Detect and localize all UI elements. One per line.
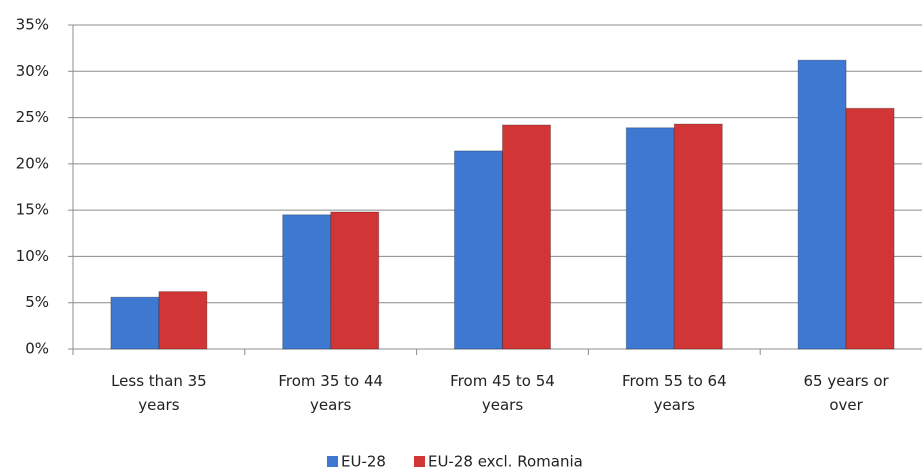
- x-tick-label-line: From 55 to 64: [622, 372, 727, 390]
- x-tick-label: Less than 35 years: [111, 372, 207, 414]
- x-tick-label-line: Less than 35: [111, 372, 207, 390]
- x-tick-label-line: 65 years or: [803, 372, 889, 390]
- x-tick-label-line: years: [138, 396, 179, 414]
- bar: [502, 124, 551, 350]
- y-tick-label: 25%: [16, 108, 49, 126]
- legend-label: EU-28: [341, 453, 386, 470]
- bar: [845, 107, 895, 350]
- bar: [110, 296, 160, 350]
- x-tick-label: From 35 to 44 years: [278, 372, 383, 414]
- x-tick-label-line: years: [310, 396, 351, 414]
- x-tick-label: 65 years or over: [803, 372, 889, 414]
- legend-swatch: [327, 456, 338, 467]
- y-tick-label: 0%: [25, 340, 49, 358]
- y-tick-label: 35%: [16, 16, 49, 34]
- bar: [454, 150, 503, 350]
- y-tick-label: 30%: [16, 62, 49, 80]
- bar: [625, 127, 675, 350]
- x-tick-label-line: From 35 to 44: [278, 372, 383, 390]
- bar: [330, 211, 380, 350]
- legend-label: EU-28 excl. Romania: [428, 453, 583, 470]
- x-tick-label-line: years: [482, 396, 523, 414]
- x-tick-label-line: over: [829, 396, 863, 414]
- bar: [797, 59, 847, 350]
- x-tick-label: From 45 to 54 years: [450, 372, 555, 414]
- bar: [158, 291, 208, 350]
- bar: [282, 214, 332, 350]
- legend-swatch: [413, 456, 425, 467]
- bar: [673, 123, 723, 350]
- x-tick-label-line: From 45 to 54: [450, 372, 555, 390]
- x-tick-label-line: years: [654, 396, 695, 414]
- y-tick-label: 10%: [16, 247, 49, 265]
- y-tick-label: 20%: [16, 154, 49, 172]
- y-tick-label: 15%: [16, 201, 49, 219]
- y-tick-label: 5%: [25, 293, 49, 311]
- x-tick-label: From 55 to 64 years: [622, 372, 727, 414]
